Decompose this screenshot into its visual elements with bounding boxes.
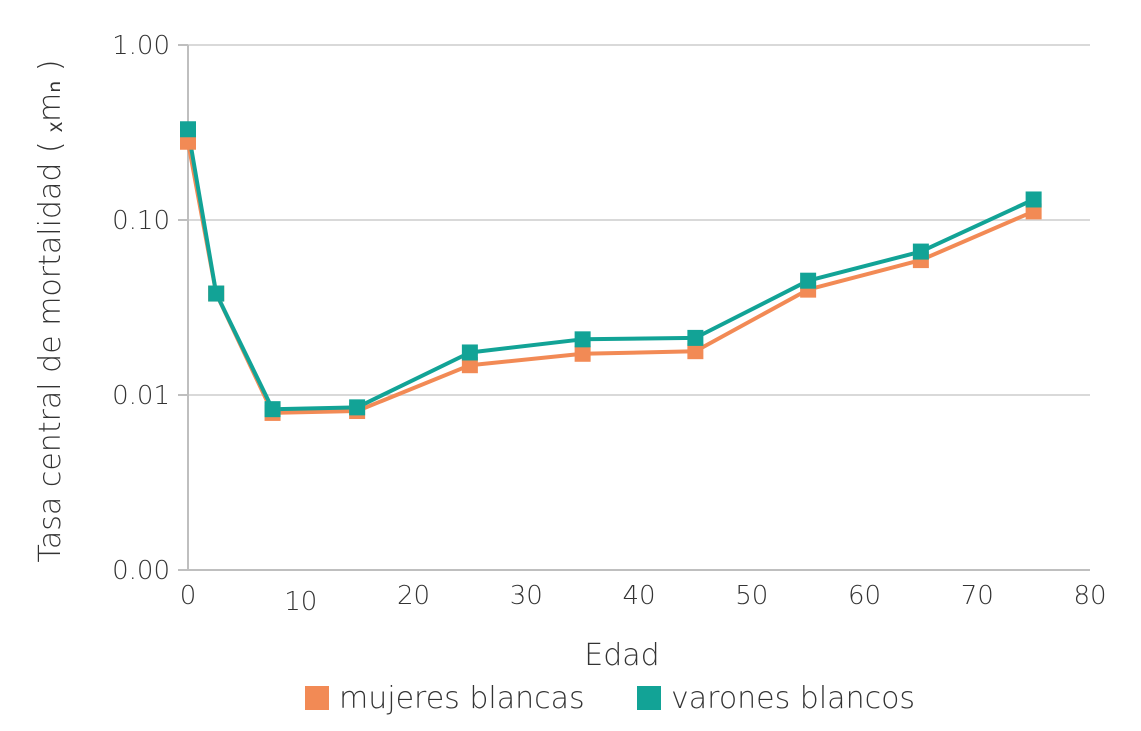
y-tick-label: 0.00 xyxy=(112,556,170,586)
x-tick-label: 80 xyxy=(1073,581,1106,611)
data-point-varones xyxy=(208,285,225,302)
y-tick-label: 0.10 xyxy=(112,206,170,236)
y-tick-label: 1.00 xyxy=(112,31,170,61)
legend-label-mujeres: mujeres blancas xyxy=(339,681,585,716)
data-point-varones xyxy=(349,399,366,416)
gridlines xyxy=(178,44,1090,571)
data-point-mujeres xyxy=(461,357,478,374)
x-tick-label: 30 xyxy=(510,581,543,611)
x-tick-label: 0 xyxy=(180,581,197,611)
y-tick-label: 0.01 xyxy=(112,381,170,411)
data-point-mujeres xyxy=(574,345,591,362)
x-axis-title: Edad xyxy=(584,638,659,673)
data-point-varones xyxy=(180,121,196,138)
series-line-mujeres xyxy=(186,141,1035,415)
x-tick-label: 70 xyxy=(961,581,994,611)
legend: mujeres blancas varones blancos xyxy=(305,681,915,716)
x-tick-label: 10 xyxy=(284,587,317,617)
data-point-varones xyxy=(574,331,591,348)
data-point-mujeres xyxy=(180,133,196,150)
x-tick-label: 60 xyxy=(848,581,881,611)
data-point-varones xyxy=(800,272,817,289)
x-tick-label: 40 xyxy=(622,581,655,611)
legend-swatch-mujeres xyxy=(305,686,329,710)
y-axis-title: Tasa central de mortalidad ( ₓmₙ ) xyxy=(33,60,68,563)
legend-label-varones: varones blancos xyxy=(671,681,915,716)
data-point-varones xyxy=(461,344,478,361)
x-tick-label: 20 xyxy=(397,581,430,611)
series-layer xyxy=(180,121,1042,421)
data-point-varones xyxy=(912,243,929,260)
data-point-varones xyxy=(1025,191,1042,208)
data-point-varones xyxy=(687,329,704,346)
data-point-mujeres xyxy=(687,343,704,360)
x-tick-labels: 0 10 20 30 40 50 60 70 80 xyxy=(180,581,1107,617)
legend-swatch-varones xyxy=(637,686,661,710)
series-line-varones xyxy=(186,128,1035,412)
y-tick-labels: 0.00 0.01 0.10 1.00 xyxy=(112,31,170,586)
x-tick-label: 50 xyxy=(735,581,768,611)
data-point-varones xyxy=(264,401,281,418)
